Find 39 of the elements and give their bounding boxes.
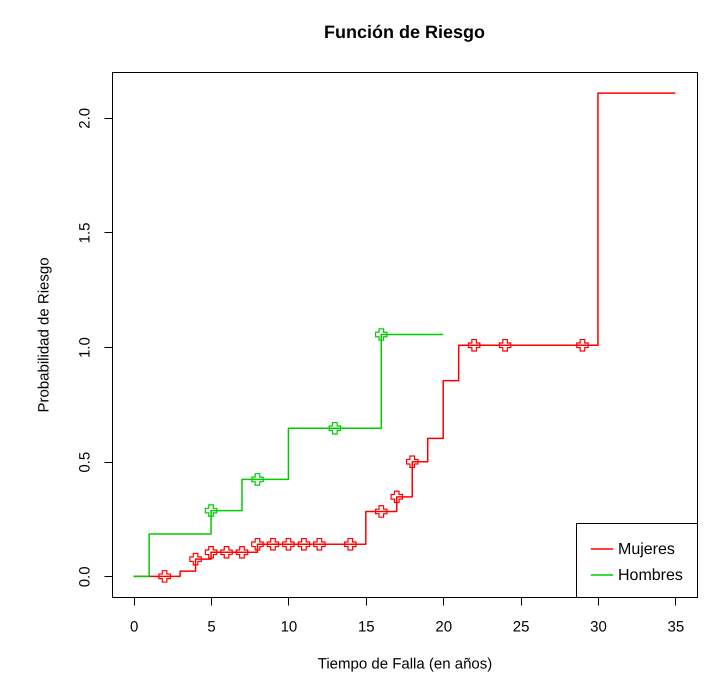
point — [468, 338, 480, 352]
x-tick-label: 15 — [358, 618, 375, 636]
point — [344, 538, 357, 551]
x-tick-label: 35 — [667, 618, 684, 636]
legend-label: Hombres — [618, 567, 683, 584]
point — [204, 546, 218, 559]
point — [282, 538, 295, 551]
point — [328, 422, 342, 435]
point — [576, 338, 589, 352]
point — [251, 473, 264, 486]
point — [220, 546, 233, 559]
point — [313, 538, 326, 551]
point — [158, 570, 171, 583]
y-tick-label: 0.0 — [76, 566, 94, 588]
y-tick-label: 0.5 — [76, 452, 94, 473]
x-tick-label: 0 — [130, 618, 138, 636]
x-tick-label: 5 — [207, 618, 216, 636]
x-tick-label: 10 — [280, 618, 298, 636]
point — [374, 505, 388, 518]
x-axis-title: Tiempo de Falla (en años) — [318, 656, 492, 672]
point — [298, 538, 310, 551]
point — [374, 328, 388, 341]
point — [498, 338, 512, 352]
point — [236, 546, 248, 559]
y-tick-label: 1.0 — [76, 337, 94, 358]
point — [204, 504, 218, 517]
y-axis-title: Probabilidad de Riesgo — [36, 257, 52, 413]
x-tick-label: 20 — [435, 618, 452, 636]
point — [251, 538, 264, 551]
x-tick-label: 30 — [590, 618, 607, 636]
y-tick-label: 2.0 — [76, 108, 94, 129]
y-tick-label: 1.5 — [76, 222, 94, 244]
point — [390, 490, 404, 504]
x-tick-label: 25 — [512, 618, 530, 636]
chart-title: Función de Riesgo — [324, 22, 486, 42]
point — [406, 455, 419, 468]
point — [266, 538, 280, 551]
point — [189, 552, 202, 566]
legend-label: Mujeres — [618, 541, 675, 558]
